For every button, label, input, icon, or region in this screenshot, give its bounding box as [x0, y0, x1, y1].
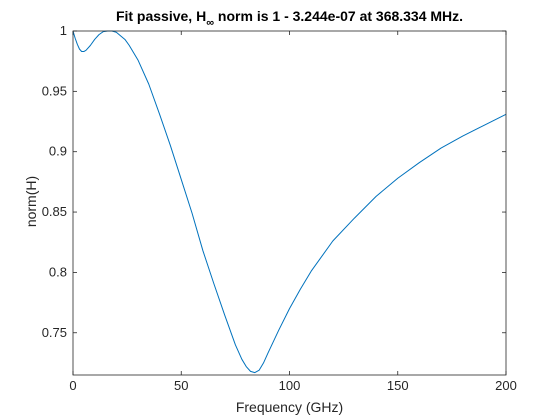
y-tick-label: 0.9: [49, 144, 67, 159]
chart-title-prefix: Fit passive, H: [116, 8, 206, 24]
y-tick-label: 0.75: [42, 325, 67, 340]
y-tick-label: 0.95: [42, 83, 67, 98]
x-tick-label: 200: [495, 378, 517, 393]
plot-area: 0 50 100 150 200 0.75 0.8 0.85 0.9 0.95 1: [42, 23, 517, 393]
data-series-line: [72, 30, 507, 374]
plot-background: [73, 31, 506, 375]
y-tick-label: 0.85: [42, 204, 67, 219]
x-tick-label: 150: [387, 378, 409, 393]
chart-title-subscript: ∞: [206, 17, 214, 29]
y-tick-label: 0.8: [49, 264, 67, 279]
y-tick-label: 1: [60, 23, 67, 38]
x-tick-label: 100: [279, 378, 301, 393]
x-tick-label: 0: [69, 378, 76, 393]
y-axis-label: norm(H): [23, 176, 39, 227]
x-axis-label: Frequency (GHz): [236, 399, 343, 415]
x-tick-label: 50: [174, 378, 188, 393]
chart-title: Fit passive, H∞ norm is 1 - 3.244e-07 at…: [116, 8, 463, 29]
chart-title-suffix: norm is 1 - 3.244e-07 at 368.334 MHz.: [214, 8, 463, 24]
